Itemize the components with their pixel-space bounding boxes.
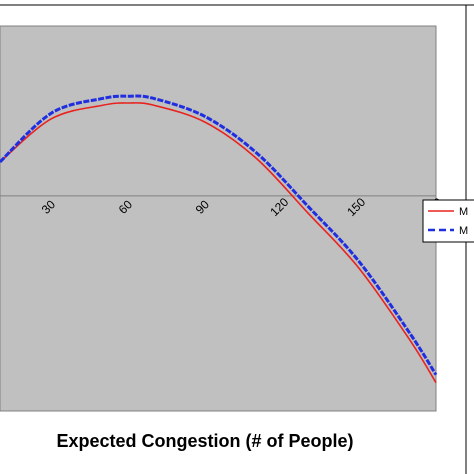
- series-line-1: [0, 102, 437, 384]
- legend-label-series-2: M: [459, 225, 468, 237]
- x-axis-title: Expected Congestion (# of People): [56, 431, 353, 451]
- legend: M M: [422, 199, 474, 243]
- series-layer: [0, 94, 438, 384]
- legend-label-series-1: M: [459, 206, 468, 218]
- plot-area: [0, 25, 437, 412]
- series-line-2: [0, 94, 438, 376]
- legend-box: [422, 199, 474, 243]
